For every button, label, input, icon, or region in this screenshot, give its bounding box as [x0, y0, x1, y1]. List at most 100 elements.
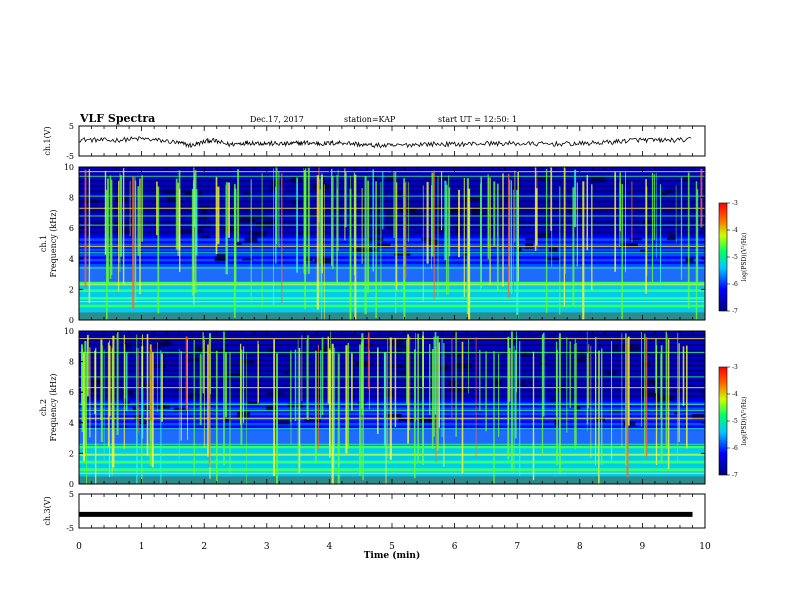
- ch1-spectrogram-colorbar-tick-label: -3: [732, 200, 738, 207]
- ch1-spectrogram-band: [79, 243, 705, 247]
- ch1-spectrogram-ytick-label: 6: [69, 224, 74, 233]
- ch1-spectrogram-band: [79, 182, 705, 186]
- x-tick-label: 9: [640, 542, 646, 552]
- ch2-spectrogram-dark-patch: [449, 386, 467, 393]
- ch1-spectrogram-band: [79, 192, 705, 196]
- ch1-spectrogram-dark-patch: [534, 233, 551, 238]
- ch3-voltage-ytick-label: 5: [69, 490, 74, 499]
- ch1-spectrogram-dark-patch: [465, 196, 482, 201]
- ch1-spectrogram-band: [79, 189, 705, 193]
- ch2-spectrogram-ytick-label: 8: [69, 358, 74, 367]
- ch2-spectrogram-band: [79, 455, 705, 459]
- ch1-spectrogram-band: [79, 235, 705, 239]
- ch2-spectrogram-dark-patch: [644, 380, 656, 385]
- ch1-spectrogram-dark-patch: [387, 225, 393, 230]
- x-tick-label: 2: [201, 542, 207, 552]
- ch2-spectrogram-band: [79, 463, 705, 467]
- ch1-spectrogram-colorbar-tick-label: -4: [732, 227, 738, 234]
- ch2-spectrogram-dark-patch: [230, 372, 244, 377]
- ch2-spectrogram-dark-patch: [621, 344, 640, 351]
- ch2-spectrogram-dark-patch: [455, 353, 463, 358]
- ch1-spectrogram-dark-patch: [440, 226, 446, 232]
- ch2-spectrogram-ylabel: ch.2Frequency (kHz): [39, 373, 58, 441]
- ch1-spectrogram-ylabel: ch.1Frequency (kHz): [39, 209, 58, 277]
- ch1-spectrogram-dark-patch: [312, 183, 329, 189]
- ch2-spectrogram-dark-patch: [323, 344, 329, 349]
- ch1-spectrogram-ytick-label: 0: [69, 316, 74, 325]
- ch1-spectrogram-dark-patch: [643, 220, 654, 225]
- ch2-spectrogram-dark-patch: [277, 420, 290, 425]
- x-tick-label: 0: [76, 542, 82, 552]
- ch2-spectrogram-band: [79, 359, 705, 363]
- ch2-spectrogram-dark-patch: [156, 341, 172, 347]
- ch2-spectrogram-band: [79, 387, 705, 391]
- ch1-spectrogram-ytick-label: 2: [69, 285, 74, 294]
- ch2-spectrogram-dark-patch: [419, 417, 434, 423]
- ch1-spectrogram-dark-patch: [618, 181, 629, 184]
- ch2-spectrogram-dark-patch: [386, 414, 402, 418]
- ch1-spectrogram-band: [79, 307, 705, 311]
- ch1-spectrogram-band: [79, 220, 705, 224]
- ch2-spectrogram-dark-patch: [577, 356, 585, 363]
- ch1-spectrogram-ytick-label: 8: [69, 194, 74, 203]
- ch3-voltage-frame: [78, 493, 706, 529]
- ch2-spectrogram-dark-patch: [549, 398, 557, 402]
- ch2-spectrogram-dark-patch: [575, 405, 581, 410]
- ch1-spectrogram-dark-patch: [309, 214, 323, 217]
- ch1-spectrogram-dark-patch: [202, 209, 207, 215]
- ch1-spectrogram-dark-patch: [471, 208, 482, 213]
- ch2-spectrogram-band: [79, 420, 705, 424]
- ch1-spectrogram-dark-patch: [200, 235, 211, 239]
- ch1-spectrogram-band: [79, 309, 705, 313]
- ch1-spectrogram-dark-patch: [386, 176, 395, 182]
- ch1-spectrogram-dark-patch: [199, 205, 210, 208]
- ch1-spectrogram-band: [79, 210, 705, 214]
- ch2-spectrogram-band: [79, 461, 705, 465]
- ch1-spectrogram-dark-patch: [243, 192, 252, 195]
- date-label: Dec.17, 2017: [250, 115, 304, 124]
- ch2-spectrogram-ylabel-line: Frequency (kHz): [49, 373, 58, 441]
- ch1-voltage-ytick-label: 5: [69, 122, 74, 131]
- ch2-spectrogram-colorbar: [718, 366, 728, 476]
- ch1-spectrogram-ytick-label: 4: [69, 255, 74, 264]
- ch2-spectrogram-image: [79, 331, 705, 485]
- ch1-spectrogram-band: [79, 258, 705, 262]
- ch2-spectrogram-ylabel-line: ch.2: [39, 399, 48, 416]
- ch2-spectrogram-colorbar-tick-label: -4: [732, 391, 738, 398]
- ch2-spectrogram-dark-patch: [389, 364, 405, 368]
- ch2-spectrogram-dark-patch: [197, 346, 207, 350]
- ch1-spectrogram-band: [79, 200, 705, 204]
- ch1-spectrogram-image: [79, 167, 705, 321]
- ch2-spectrogram-band: [79, 438, 705, 442]
- ch1-spectrogram-dark-patch: [627, 190, 633, 194]
- ch2-spectrogram-band: [79, 356, 705, 360]
- ch1-spectrogram-dark-patch: [198, 191, 203, 194]
- start-time-label: start UT = 12:50: 1: [438, 115, 517, 124]
- ch1-spectrogram-dark-patch: [393, 251, 411, 256]
- ch1-spectrogram-dark-patch: [266, 218, 276, 223]
- ch2-spectrogram-dark-patch: [581, 354, 592, 358]
- ch2-spectrogram-band: [79, 407, 705, 411]
- ch2-spectrogram-dark-patch: [359, 343, 374, 347]
- ch1-spectrogram-dark-patch: [661, 192, 667, 198]
- x-tick-label: 3: [264, 542, 270, 552]
- ch2-spectrogram-dark-patch: [140, 383, 157, 388]
- ch2-spectrogram-dark-patch: [124, 342, 133, 349]
- ch1-spectrogram-ylabel-line: ch.1: [39, 235, 48, 252]
- ch2-spectrogram-band: [79, 422, 705, 426]
- x-tick-label: 7: [514, 542, 520, 552]
- ch1-spectrogram-dark-patch: [434, 227, 444, 230]
- ch2-spectrogram-dark-patch: [236, 414, 249, 418]
- ch2-spectrogram-band: [79, 399, 705, 403]
- ch1-spectrogram-colorbar-tick-label: -5: [732, 254, 738, 261]
- ch2-spectrogram-band: [79, 473, 705, 477]
- ch1-spectrogram-band: [79, 202, 705, 206]
- ch1-spectrogram-band: [79, 279, 705, 283]
- ch2-spectrogram-dark-patch: [517, 382, 526, 388]
- ch2-spectrogram-band: [79, 445, 705, 449]
- ch1-spectrogram-dark-patch: [629, 237, 642, 241]
- ch2-spectrogram-dark-patch: [92, 379, 102, 385]
- ch2-spectrogram-dark-patch: [267, 392, 284, 396]
- ch1-spectrogram-dark-patch: [253, 214, 267, 220]
- ch2-spectrogram-band: [79, 427, 705, 431]
